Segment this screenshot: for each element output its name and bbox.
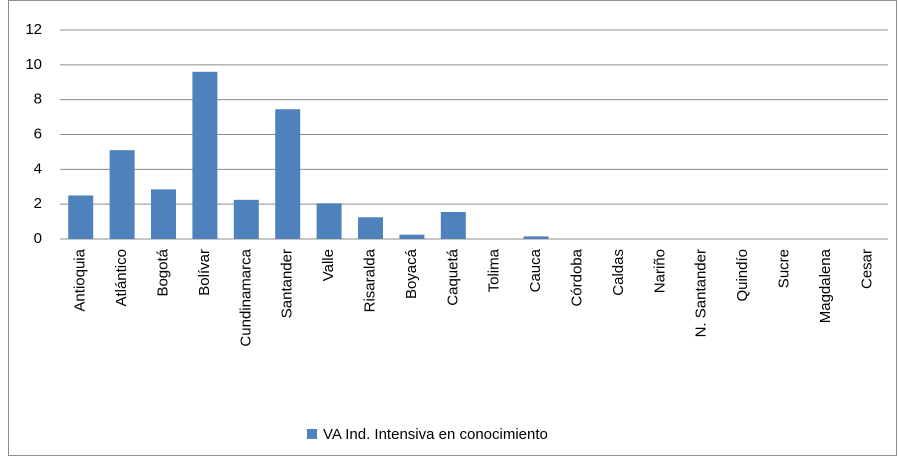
x-tick-label: Cauca — [527, 248, 544, 292]
x-tick-label: Caldas — [610, 249, 627, 296]
x-tick-label: Sucre — [775, 249, 792, 288]
x-tick-label: Atlántico — [113, 249, 130, 307]
x-tick-label: Boyacá — [403, 248, 420, 299]
y-tick-label: 2 — [34, 195, 42, 212]
x-tick-label: Nariño — [651, 249, 668, 293]
x-tick-label: Córdoba — [568, 248, 585, 306]
x-tick-label: Tolima — [486, 248, 503, 292]
x-tick-label: Quindío — [734, 249, 751, 302]
legend-swatch — [307, 429, 317, 439]
legend-label: VA Ind. Intensiva en conocimiento — [323, 426, 548, 443]
y-tick-label: 4 — [34, 160, 42, 177]
bar — [109, 150, 135, 239]
x-tick-label: Cesar — [858, 249, 875, 289]
bar — [192, 71, 218, 239]
x-tick-label: Caquetá — [444, 248, 461, 305]
bar — [68, 195, 94, 239]
bar — [151, 189, 176, 239]
y-tick-label: 12 — [25, 21, 42, 38]
bar — [440, 212, 466, 239]
y-tick-label: 0 — [34, 230, 42, 247]
bar — [358, 217, 383, 239]
x-tick-label: Magdalena — [817, 248, 834, 323]
x-tick-label: N. Santander — [693, 249, 710, 337]
y-tick-label: 6 — [34, 125, 42, 142]
bar — [399, 234, 425, 239]
x-tick-label: Risaralda — [361, 248, 378, 312]
x-tick-label: Bogotá — [154, 248, 171, 296]
x-tick-label: Cundinamarca — [237, 248, 254, 346]
x-tick-label: Antioquia — [72, 248, 89, 311]
x-tick-label: Valle — [320, 249, 337, 281]
y-tick-label: 8 — [34, 91, 42, 108]
bar — [275, 109, 301, 239]
y-tick-label: 10 — [25, 56, 42, 73]
bar — [523, 236, 549, 239]
bar — [233, 199, 259, 239]
x-tick-label: Bolívar — [196, 249, 213, 296]
x-tick-label: Santander — [279, 249, 296, 318]
bar — [316, 203, 342, 239]
